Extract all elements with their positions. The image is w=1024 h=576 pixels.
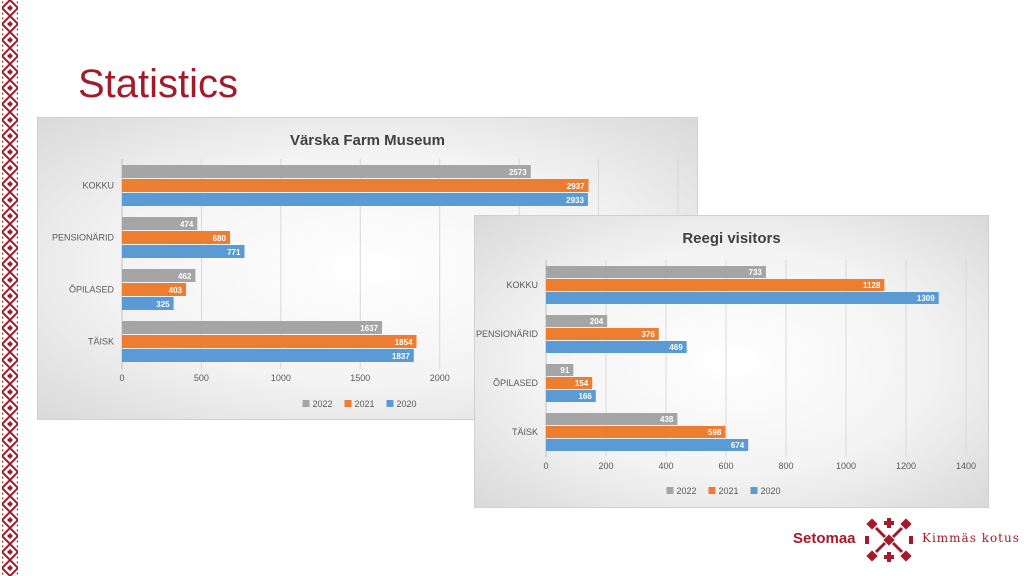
data-label: 376 — [641, 330, 655, 339]
reegi-bar-chart: Reegi visitors 0 200 400 600 800 1000 1200 1400 K… — [476, 230, 976, 496]
category-label: KOKKU — [506, 280, 538, 290]
data-label: 2933 — [566, 196, 584, 205]
data-label: 91 — [560, 366, 569, 375]
category-label: TÄISK — [512, 427, 538, 437]
category-label: PENSIONÄRID — [476, 329, 539, 339]
data-label: 462 — [178, 272, 192, 281]
data-label: 771 — [227, 248, 241, 257]
x-tick-label: 1400 — [956, 461, 976, 471]
category-label: ÕPILASED — [69, 285, 115, 295]
bar-2022 — [546, 315, 608, 327]
bar-2020 — [546, 390, 596, 402]
legend-entry: 2022 — [677, 486, 697, 496]
x-tick-label: 1000 — [271, 373, 291, 383]
x-tick-label: 500 — [194, 373, 209, 383]
bar-2021 — [546, 328, 659, 340]
data-label: 1309 — [917, 294, 935, 303]
data-label: 1837 — [392, 352, 410, 361]
legend-entry: 2021 — [719, 486, 739, 496]
data-label: 154 — [575, 379, 589, 388]
bar-2021 — [546, 279, 885, 291]
data-label: 204 — [590, 317, 604, 326]
bar-2021 — [122, 335, 417, 348]
legend-swatch — [750, 487, 758, 494]
bar-2022 — [122, 269, 196, 282]
bar-2020 — [122, 193, 588, 206]
chart-title: Värska Farm Museum — [290, 132, 445, 149]
data-label: 598 — [708, 428, 722, 437]
bar-2020 — [546, 439, 749, 451]
data-label: 733 — [749, 268, 763, 277]
x-tick-label: 0 — [543, 461, 548, 471]
legend-entry: 2021 — [355, 399, 375, 409]
bar-2022 — [122, 165, 531, 178]
data-label: 2573 — [509, 168, 527, 177]
x-tick-label: 1200 — [896, 461, 916, 471]
data-label: 2937 — [567, 182, 585, 191]
data-label: 474 — [180, 220, 194, 229]
data-label: 325 — [156, 300, 170, 309]
legend-swatch — [302, 400, 310, 407]
bar-2022 — [546, 266, 766, 278]
x-tick-label: 1500 — [350, 373, 370, 383]
ornament-border — [2, 0, 18, 576]
data-label: 680 — [213, 234, 227, 243]
bar-2021 — [122, 231, 231, 244]
x-tick-label: 2000 — [430, 373, 450, 383]
bar-2020 — [546, 341, 687, 353]
page-title: Statistics — [78, 62, 239, 106]
bar-2022 — [546, 413, 678, 425]
data-label: 1128 — [863, 281, 881, 290]
x-tick-label: 1000 — [836, 461, 856, 471]
legend-swatch — [386, 400, 394, 407]
bar-2020 — [546, 292, 939, 304]
bar-2021 — [546, 426, 726, 438]
category-label: KOKKU — [82, 181, 114, 191]
data-label: 1637 — [360, 324, 378, 333]
legend-swatch — [666, 487, 674, 494]
legend-entry: 2020 — [761, 486, 781, 496]
chart-title: Reegi visitors — [682, 230, 780, 247]
bar-2022 — [122, 321, 383, 334]
data-label: 1854 — [395, 338, 413, 347]
legend-swatch — [344, 400, 352, 407]
varska-bar-chart: Värska Farm Museum 0 500 1000 1500 2000 KOKKU 2… — [52, 132, 679, 409]
legend-entry: 2022 — [313, 399, 333, 409]
x-tick-label: 0 — [119, 373, 124, 383]
setomaa-cross-pattern-icon — [865, 518, 913, 562]
bar-2022 — [546, 364, 574, 376]
bar-2020 — [122, 297, 174, 310]
category-label: PENSIONÄRID — [52, 233, 115, 243]
category-label: TÄISK — [88, 337, 114, 347]
bar-2020 — [122, 349, 414, 362]
data-label: 166 — [578, 392, 592, 401]
data-label: 469 — [669, 343, 683, 352]
x-tick-label: 800 — [778, 461, 793, 471]
footer-brand: Setomaa — [793, 530, 856, 547]
x-tick-label: 400 — [658, 461, 673, 471]
data-label: 438 — [660, 415, 674, 424]
bar-2022 — [122, 217, 198, 230]
footer-tagline: Kimmäs kotus — [922, 531, 1020, 545]
bar-2021 — [122, 283, 187, 296]
x-tick-label: 200 — [598, 461, 613, 471]
legend-entry: 2020 — [397, 399, 417, 409]
bar-2020 — [122, 245, 245, 258]
bar-2021 — [122, 179, 589, 192]
data-label: 674 — [731, 441, 745, 450]
bar-2021 — [546, 377, 593, 389]
data-label: 403 — [169, 286, 183, 295]
legend-swatch — [708, 487, 716, 494]
reegi-chart-panel: Reegi visitors 0 200 400 600 800 1000 1200 1400 K… — [474, 215, 989, 508]
x-tick-label: 600 — [718, 461, 733, 471]
category-label: ÕPILASED — [493, 378, 539, 388]
